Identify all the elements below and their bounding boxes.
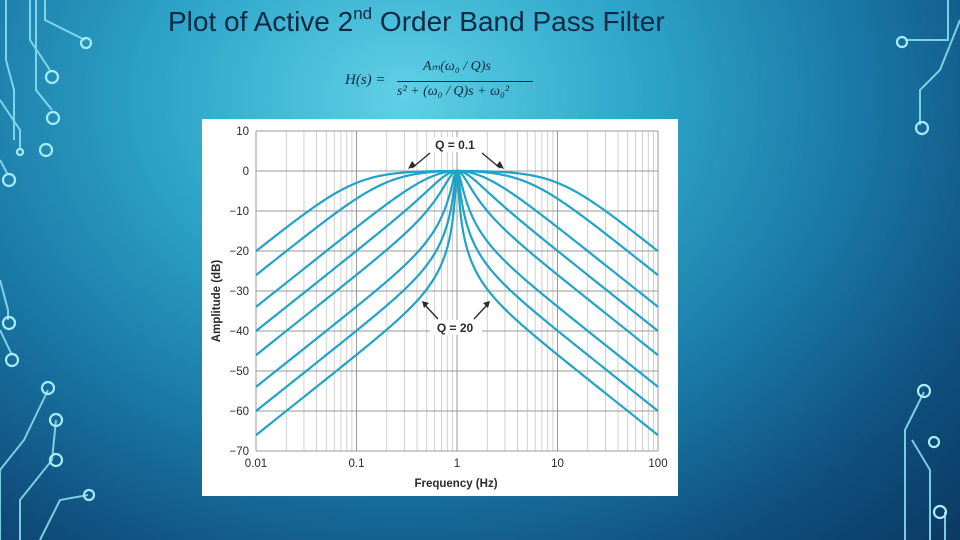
y-tick-label: −30 [229, 286, 249, 298]
annotation-q-high: Q = 20 [437, 321, 474, 335]
curves [255, 169, 659, 436]
annotations: Q = 0.1 Q = 20 [408, 137, 504, 335]
formula-denominator: s² + (ω₀ / Q)s + ω₀² [397, 84, 510, 99]
annotation-arrow [473, 304, 488, 320]
chart-panel: 10 0 −10 −20 −30 −40 −50 −60 −70 0.01 0.1 1 10 100 Q … [202, 119, 678, 496]
annotation-arrowhead [422, 301, 429, 308]
annotation-arrowhead [408, 161, 416, 169]
series-line-q-20 [255, 170, 659, 436]
y-tick-label: −50 [229, 366, 249, 378]
formula-numerator: Aₘ(ω₀ / Q)s [423, 59, 491, 74]
y-tick-label: 0 [243, 166, 249, 178]
x-tick-label: 0.01 [245, 458, 267, 470]
y-tick-label: −70 [229, 446, 249, 458]
formula-fraction-bar [397, 81, 533, 82]
formula-lhs: H(s) = [345, 72, 386, 88]
title-superscript: nd [353, 4, 373, 23]
slide-title: Plot of Active 2nd Order Band Pass Filte… [168, 4, 808, 38]
y-tick-label: −40 [229, 326, 249, 338]
transfer-function-formula: H(s) = Aₘ(ω₀ / Q)s s² + (ω₀ / Q)s + ω₀² [345, 56, 545, 114]
y-tick-label: −60 [229, 406, 249, 418]
bandpass-chart: 100−10−20−30−40−50−60−700.01 0.1 1 10 100 Q … [211, 126, 668, 490]
x-tick-label: 0.1 [349, 458, 365, 470]
title-text: Plot of Active 2 [168, 6, 354, 37]
annotation-arrowhead [483, 301, 490, 308]
y-tick-label: 10 [236, 126, 249, 138]
y-tick-label: −20 [229, 246, 249, 258]
y-tick-label: −10 [229, 206, 249, 218]
x-axis-label: Frequency (Hz) [414, 478, 497, 490]
tick-labels: 100−10−20−30−40−50−60−700.01 0.1 1 10 100 [229, 126, 667, 470]
y-axis-label: Amplitude (dB) [211, 260, 223, 343]
x-tick-label: 100 [648, 458, 667, 470]
title-text-tail: Order Band Pass Filter [372, 6, 665, 37]
annotation-arrow [424, 304, 439, 320]
annotation-q-low: Q = 0.1 [435, 138, 475, 152]
annotation-background [428, 137, 482, 152]
x-tick-label: 10 [551, 458, 564, 470]
annotation-arrowhead [496, 161, 504, 169]
annotation-background [430, 320, 482, 335]
x-tick-label: 1 [454, 458, 460, 470]
